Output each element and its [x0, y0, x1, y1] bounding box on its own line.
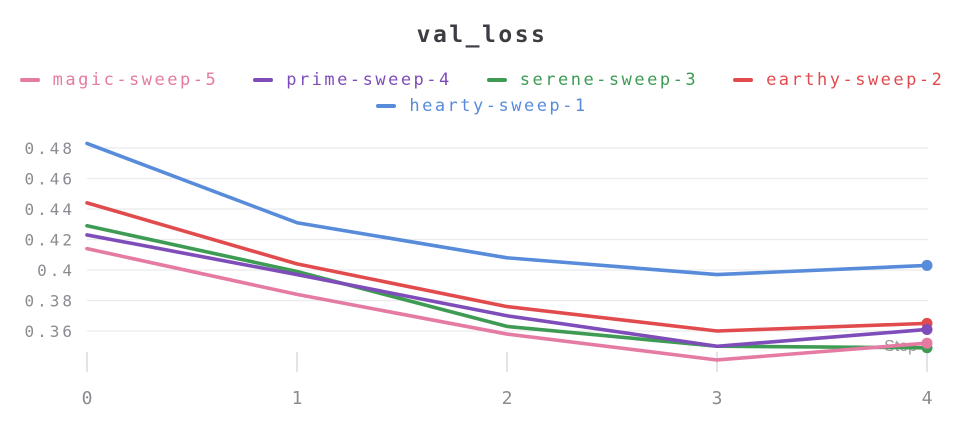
series-endpoint-dot-magic-sweep-5[interactable] — [921, 337, 933, 349]
x-tick-label: 4 — [922, 388, 933, 409]
x-tick-label: 1 — [292, 388, 303, 409]
y-tick-label: 0.42 — [24, 231, 75, 250]
series-line-prime-sweep-4[interactable] — [85, 233, 929, 349]
series-line-earthy-sweep-2[interactable] — [85, 201, 929, 333]
legend-row-1: magic-sweep-5 prime-sweep-4 serene-sweep-3… — [19, 67, 945, 93]
legend-item-prime-sweep-4[interactable]: prime-sweep-4 — [253, 70, 452, 90]
y-tick-label: 0.44 — [24, 200, 75, 219]
legend-item-label: serene-sweep-3 — [519, 70, 699, 90]
legend-row-2: hearty-sweep-1 — [376, 93, 587, 119]
legend-item-hearty-sweep-1[interactable]: hearty-sweep-1 — [376, 96, 587, 116]
series-endpoint-dot-hearty-sweep-1[interactable] — [921, 259, 933, 271]
y-tick-label: 0.46 — [24, 170, 75, 189]
legend-item-serene-sweep-3[interactable]: serene-sweep-3 — [486, 70, 699, 90]
legend-swatch-icon — [376, 104, 397, 108]
series-line-serene-sweep-3[interactable] — [85, 223, 929, 350]
legend-swatch-icon — [733, 78, 754, 82]
legend-item-label: earthy-sweep-2 — [766, 70, 945, 90]
chart-title: val_loss — [416, 22, 548, 48]
legend-swatch-icon — [486, 78, 507, 82]
legend-item-label: magic-sweep-5 — [52, 70, 219, 90]
x-tick-label: 0 — [82, 388, 93, 409]
legend-item-magic-sweep-5[interactable]: magic-sweep-5 — [19, 70, 219, 90]
legend-item-earthy-sweep-2[interactable]: earthy-sweep-2 — [733, 70, 944, 90]
legend: magic-sweep-5 prime-sweep-4 serene-sweep-3… — [0, 67, 964, 119]
y-tick-label: 0.36 — [24, 322, 75, 341]
series-line-magic-sweep-5[interactable] — [85, 246, 929, 362]
legend-swatch-icon — [19, 78, 40, 82]
legend-item-label: hearty-sweep-1 — [409, 96, 588, 116]
legend-swatch-icon — [253, 78, 274, 82]
y-tick-label: 0.4 — [37, 261, 75, 280]
x-tick-label: 3 — [712, 388, 723, 409]
series-endpoint-dot-prime-sweep-4[interactable] — [921, 323, 933, 335]
series-line-hearty-sweep-1[interactable] — [85, 141, 929, 277]
y-tick-label: 0.48 — [24, 139, 75, 158]
legend-item-label: prime-sweep-4 — [286, 70, 452, 90]
x-tick-label: 2 — [502, 388, 513, 409]
y-tick-label: 0.38 — [24, 292, 75, 311]
